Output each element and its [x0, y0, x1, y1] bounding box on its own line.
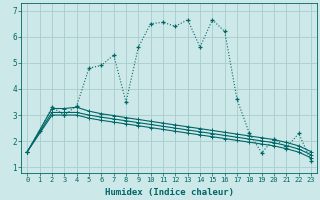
X-axis label: Humidex (Indice chaleur): Humidex (Indice chaleur) — [105, 188, 234, 197]
